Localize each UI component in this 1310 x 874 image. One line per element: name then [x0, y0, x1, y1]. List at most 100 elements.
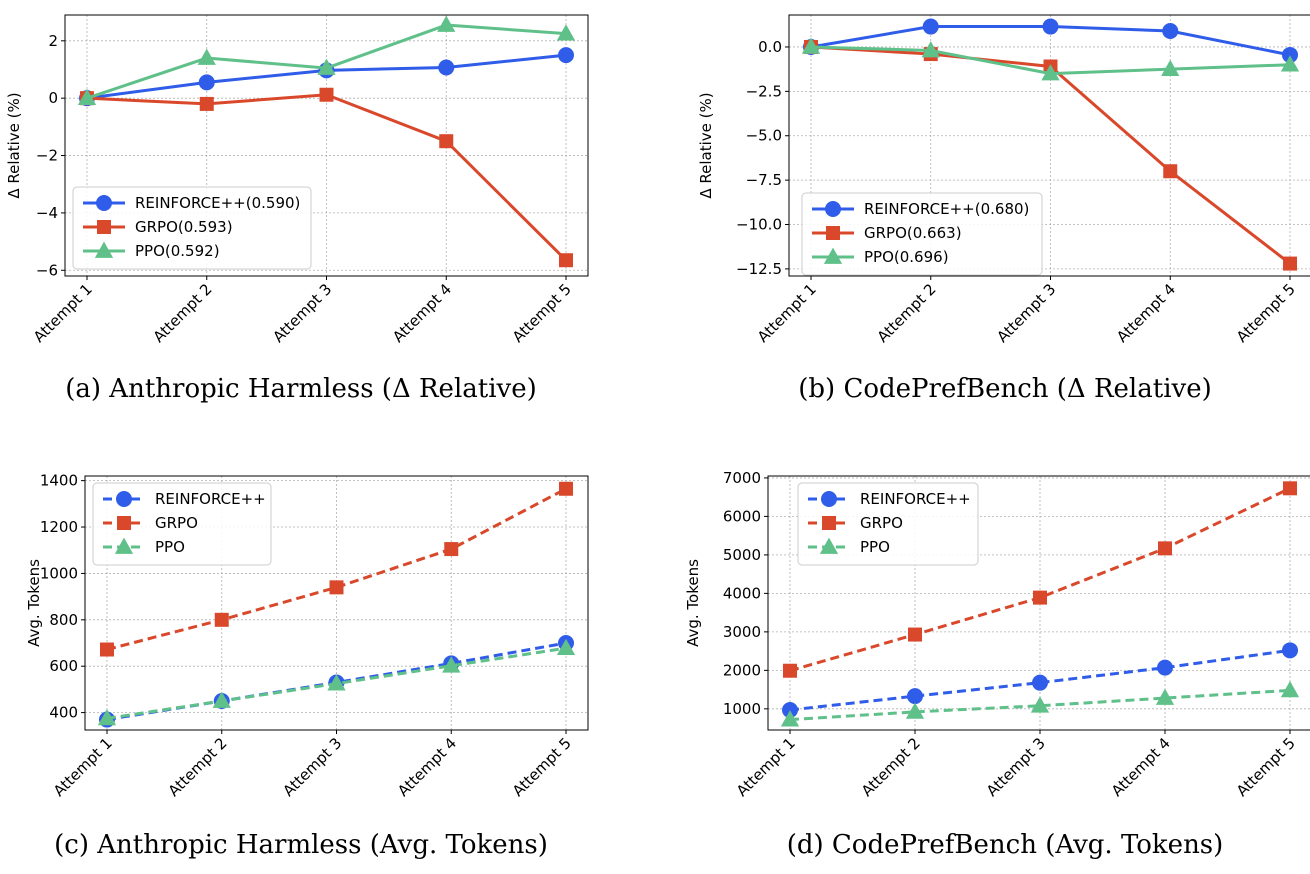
chart-a-legend-label: GRPO(0.593) — [135, 218, 233, 236]
chart-c-ytick-label: 600 — [49, 657, 78, 675]
chart-d-xtick-label: Attempt 4 — [1108, 734, 1174, 800]
chart-b-series-2-point — [1161, 59, 1180, 76]
chart-b-xtick-label: Attempt 5 — [1233, 280, 1299, 346]
chart-d-series-1-point — [1033, 590, 1047, 605]
chart-b-legend-label: PPO(0.696) — [864, 248, 949, 266]
chart-d-series-2-point — [1030, 696, 1050, 713]
chart-d-series-2-point — [1280, 680, 1300, 698]
chart-c-ytick-label: 1400 — [40, 472, 78, 490]
chart-d-series-0-point — [1032, 674, 1048, 691]
chart-a-ytick-label: −4 — [36, 204, 58, 222]
chart-d-legend-swatch-marker — [822, 516, 836, 530]
chart-a-legend-box — [72, 186, 312, 270]
chart-a-xtick-label: Attempt 4 — [389, 280, 455, 346]
chart-b-xtick-label: Attempt 1 — [754, 280, 820, 346]
chart-c-xtick-label: Attempt 3 — [279, 734, 345, 800]
chart-a-ytick-label: −6 — [36, 261, 58, 279]
chart-b-legend-label: REINFORCE++(0.680) — [864, 200, 1029, 218]
chart-c-svg: 400 600 800 1000 1200 1400 Attempt 1 Attempt 2 A… — [25, 472, 589, 800]
chart-c-xtick-label: Attempt 1 — [50, 734, 116, 800]
chart-b-series-2 — [801, 37, 1300, 81]
chart-a-legend-label: REINFORCE++(0.590) — [135, 194, 300, 212]
chart-a-series-2-point — [197, 48, 216, 65]
chart-b-series-2-point — [1041, 64, 1060, 81]
chart-c-ylabel: Avg. Tokens — [25, 559, 43, 647]
chart-c-series-2-point — [556, 638, 576, 655]
chart-a-legend-swatch-marker — [94, 241, 114, 258]
chart-panel-d: 1000 2000 3000 4000 5000 6000 7000 Attempt 1 Att… — [655, 437, 1310, 874]
chart-b-series-0-point — [922, 18, 939, 35]
chart-b-series-1-point — [1163, 164, 1178, 179]
chart-panel-b: 0.0 −2.5 −5.0 −7.5 −10.0 −12.5 Attempt 1 Attemp… — [655, 0, 1310, 437]
chart-b-legend-swatch-marker — [825, 201, 841, 217]
chart-d-ytick-label: 1000 — [723, 700, 761, 718]
chart-d-xtick-label: Attempt 2 — [858, 734, 924, 800]
chart-a-series-0-point — [438, 59, 455, 76]
chart-b-ytick-label: −5.0 — [746, 127, 782, 145]
chart-c-series-2-point — [442, 656, 461, 673]
chart-a-ytick-label: −2 — [36, 147, 58, 165]
chart-c-ytick-label: 1200 — [40, 518, 78, 536]
chart-c-series-1-point — [100, 642, 114, 657]
caption-b: (b) CodePrefBench (Δ Relative) — [798, 374, 1212, 404]
chart-b-ytick-label: −7.5 — [746, 171, 782, 189]
chart-a-xtick-label: Attempt 2 — [150, 280, 216, 346]
chart-d-svg: 1000 2000 3000 4000 5000 6000 7000 Attempt 1 Att… — [684, 469, 1310, 800]
chart-d-legend-box — [797, 482, 979, 566]
chart-a-series-2-point — [437, 15, 456, 32]
chart-a-ylabel: Δ Relative (%) — [5, 92, 23, 198]
chart-c-xtick-label: Attempt 5 — [509, 734, 575, 800]
chart-b-ytick-label: −2.5 — [746, 82, 782, 100]
chart-a-ytick-label: 2 — [48, 32, 58, 50]
chart-c-ytick-label: 800 — [49, 611, 78, 629]
chart-a-series-2-point — [317, 58, 336, 75]
chart-d-series-2-point — [905, 702, 925, 719]
chart-a-series-1-point — [439, 134, 454, 149]
chart-c-xtick-label: Attempt 2 — [165, 734, 231, 800]
chart-a-xtick-label: Attempt 3 — [269, 280, 335, 346]
chart-d-series-1 — [783, 481, 1297, 678]
chart-c-legend-swatch-marker — [116, 491, 132, 507]
chart-a-legend-swatch-marker — [97, 220, 111, 234]
chart-b-legend-box — [801, 192, 1043, 276]
chart-b-series-2-point — [921, 41, 940, 58]
chart-b-ytick-label: 0.0 — [758, 38, 782, 56]
chart-c-series-1-point — [329, 580, 344, 595]
chart-d-ytick-label: 2000 — [723, 661, 761, 679]
chart-a-series-1-point — [559, 253, 573, 268]
chart-a-legend-label: PPO(0.592) — [135, 242, 220, 260]
chart-b-legend: REINFORCE++(0.680) GRPO(0.663) PPO(0.696) — [801, 192, 1043, 276]
chart-b-series-0-point — [1042, 18, 1059, 35]
chart-b-xtick-label: Attempt 3 — [993, 280, 1059, 346]
caption-d: (d) CodePrefBench (Avg. Tokens) — [786, 830, 1224, 860]
chart-d-series-0-point — [907, 688, 923, 705]
chart-a-series-2 — [77, 15, 576, 106]
chart-d-legend-swatch-marker — [821, 491, 837, 507]
chart-b-series-1-point — [1283, 256, 1297, 271]
chart-a-series-1-point — [319, 87, 334, 102]
chart-c-series-1-point — [559, 481, 573, 496]
chart-d-xtick-label: Attempt 1 — [733, 734, 799, 800]
chart-c-legend-label: REINFORCE++ — [155, 490, 266, 508]
chart-d-series-1-point — [783, 663, 797, 678]
chart-a-legend: REINFORCE++(0.590) GRPO(0.593) PPO(0.592) — [72, 186, 312, 270]
chart-d-series-2-point — [1155, 688, 1175, 705]
chart-b-xtick-label: Attempt 4 — [1113, 280, 1179, 346]
chart-c-series-1 — [100, 481, 573, 657]
chart-c-legend-swatch-marker — [114, 537, 134, 554]
chart-d-series-0-point — [782, 701, 798, 718]
chart-d-series-1-point — [908, 627, 922, 642]
chart-d-legend-label: PPO — [860, 538, 890, 556]
chart-a-series-2-point — [77, 88, 97, 106]
chart-d-series-2-point — [780, 710, 800, 727]
chart-c-xtick-label: Attempt 4 — [394, 734, 460, 800]
chart-c-legend-box — [92, 482, 272, 566]
chart-a-xtick-label: Attempt 1 — [30, 280, 96, 346]
chart-d-series-2 — [780, 680, 1300, 727]
chart-d-series-1-point — [1158, 541, 1172, 556]
chart-d-legend: REINFORCE++ GRPO PPO — [797, 482, 979, 566]
chart-b-xtick-label: Attempt 2 — [874, 280, 940, 346]
chart-d-ytick-label: 7000 — [723, 469, 761, 487]
chart-d-xtick-label: Attempt 5 — [1233, 734, 1299, 800]
chart-d-series-0 — [782, 642, 1298, 718]
